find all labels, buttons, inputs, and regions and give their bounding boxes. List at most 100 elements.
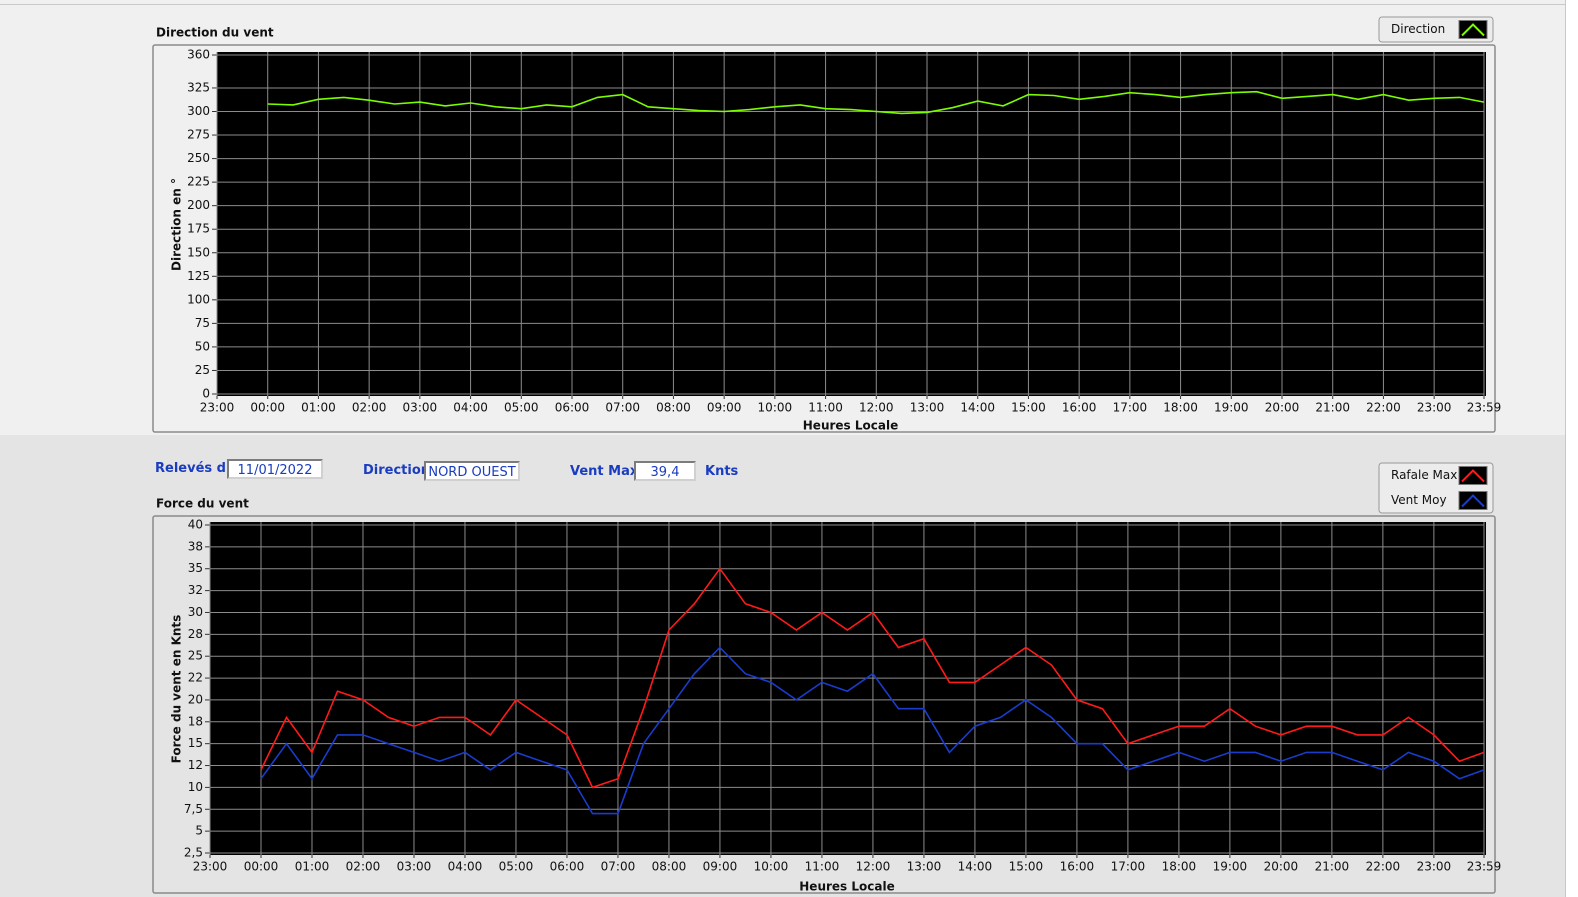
y-tick-label: 5 — [195, 824, 203, 838]
x-tick-label: 11:00 — [808, 401, 843, 415]
x-tick-label: 03:00 — [403, 401, 438, 415]
x-axis-label: Heures Locale — [803, 419, 898, 433]
x-tick-label: 06:00 — [555, 401, 590, 415]
series-line — [260, 567, 1485, 789]
x-tick-label: 07:00 — [605, 401, 640, 415]
x-axis-label: Heures Locale — [799, 880, 894, 894]
x-tick-label: 18:00 — [1162, 860, 1197, 874]
x-tick-label: 22:00 — [1366, 860, 1401, 874]
y-tick-label: 250 — [187, 151, 210, 165]
x-tick-label: 12:00 — [856, 860, 891, 874]
y-tick-label: 360 — [187, 48, 210, 62]
vent-max-field[interactable]: 39,4 — [634, 461, 696, 481]
y-tick-label: 30 — [188, 605, 203, 619]
x-tick-label: 22:00 — [1366, 401, 1401, 415]
y-tick-label: 12 — [188, 758, 203, 772]
panel — [152, 515, 1496, 894]
x-tick-label: 20:00 — [1265, 401, 1300, 415]
x-tick-label: 10:00 — [754, 860, 789, 874]
x-tick-label: 12:00 — [859, 401, 894, 415]
y-tick-label: 100 — [187, 292, 210, 306]
x-tick-label: 09:00 — [703, 860, 738, 874]
chart-title: Force du vent — [156, 497, 249, 511]
x-tick-label: 02:00 — [346, 860, 381, 874]
plot-area — [210, 522, 1486, 855]
x-tick-label: 10:00 — [758, 401, 793, 415]
y-tick-label: 75 — [195, 316, 210, 330]
x-tick-label: 07:00 — [601, 860, 636, 874]
x-tick-label: 21:00 — [1315, 860, 1350, 874]
unit-label: Knts — [705, 464, 739, 479]
date-field[interactable]: 11/01/2022 — [227, 459, 323, 479]
x-tick-label: 15:00 — [1011, 401, 1046, 415]
x-tick-label: 23:00 — [1417, 401, 1452, 415]
panel — [152, 44, 1496, 433]
field-label: Relevés du — [155, 461, 236, 476]
y-tick-label: 22 — [188, 671, 203, 685]
x-tick-label: 05:00 — [504, 401, 539, 415]
x-tick-label: 13:00 — [910, 401, 945, 415]
legend-swatch-box — [1458, 466, 1488, 485]
y-tick-label: 300 — [187, 104, 210, 118]
x-tick-label: 06:00 — [550, 860, 585, 874]
x-tick-label: 08:00 — [652, 860, 687, 874]
y-tick-label: 20 — [188, 692, 203, 706]
x-tick-label: 16:00 — [1062, 401, 1097, 415]
y-tick-label: 125 — [187, 269, 210, 283]
x-tick-label: 02:00 — [352, 401, 387, 415]
y-tick-label: 18 — [188, 714, 203, 728]
x-tick-label: 23:00 — [200, 401, 235, 415]
x-tick-label: 09:00 — [707, 401, 742, 415]
y-tick-label: 15 — [188, 736, 203, 750]
y-tick-label: 200 — [187, 198, 210, 212]
x-tick-label: 21:00 — [1315, 401, 1350, 415]
y-tick-label: 0 — [202, 387, 210, 401]
scrollbar — [1565, 0, 1578, 897]
y-tick-label: 225 — [187, 175, 210, 189]
y-axis-label: Force du vent en Knts — [170, 615, 184, 764]
y-tick-label: 2,5 — [184, 846, 203, 860]
y-tick-label: 175 — [187, 222, 210, 236]
x-tick-label: 19:00 — [1213, 860, 1248, 874]
x-tick-label: 18:00 — [1163, 401, 1198, 415]
x-tick-label: 20:00 — [1264, 860, 1299, 874]
y-tick-label: 10 — [188, 780, 203, 794]
y-tick-label: 25 — [195, 363, 210, 377]
legend-label: Rafale Max — [1391, 468, 1457, 482]
y-tick-label: 32 — [188, 583, 203, 597]
legend-swatch — [1461, 494, 1485, 508]
x-tick-label: 23:59 — [1467, 401, 1502, 415]
legend-swatch — [1461, 23, 1485, 37]
x-tick-label: 11:00 — [805, 860, 840, 874]
x-tick-label: 08:00 — [656, 401, 691, 415]
y-tick-label: 35 — [188, 561, 203, 575]
direction-field[interactable]: NORD OUEST — [424, 461, 520, 481]
y-tick-label: 25 — [188, 649, 203, 663]
x-tick-label: 05:00 — [499, 860, 534, 874]
x-tick-label: 04:00 — [448, 860, 483, 874]
separator — [0, 4, 1565, 5]
legend-swatch-box — [1458, 20, 1488, 39]
x-tick-label: 14:00 — [958, 860, 993, 874]
x-tick-label: 23:00 — [1417, 860, 1452, 874]
series-line — [267, 90, 1485, 115]
x-tick-label: 01:00 — [295, 860, 330, 874]
y-tick-label: 50 — [195, 339, 210, 353]
x-tick-label: 23:00 — [193, 860, 228, 874]
x-tick-label: 03:00 — [397, 860, 432, 874]
x-tick-label: 14:00 — [960, 401, 995, 415]
y-tick-label: 275 — [187, 128, 210, 142]
y-tick-label: 28 — [188, 627, 203, 641]
y-tick-label: 7,5 — [184, 802, 203, 816]
x-tick-label: 00:00 — [244, 860, 279, 874]
x-tick-label: 17:00 — [1111, 860, 1146, 874]
x-tick-label: 19:00 — [1214, 401, 1249, 415]
series-line — [260, 646, 1485, 815]
y-tick-label: 40 — [188, 518, 203, 532]
x-tick-label: 04:00 — [453, 401, 488, 415]
chart-title: Direction du vent — [156, 26, 274, 40]
y-tick-label: 38 — [188, 539, 203, 553]
legend-label: Direction — [1391, 22, 1445, 36]
